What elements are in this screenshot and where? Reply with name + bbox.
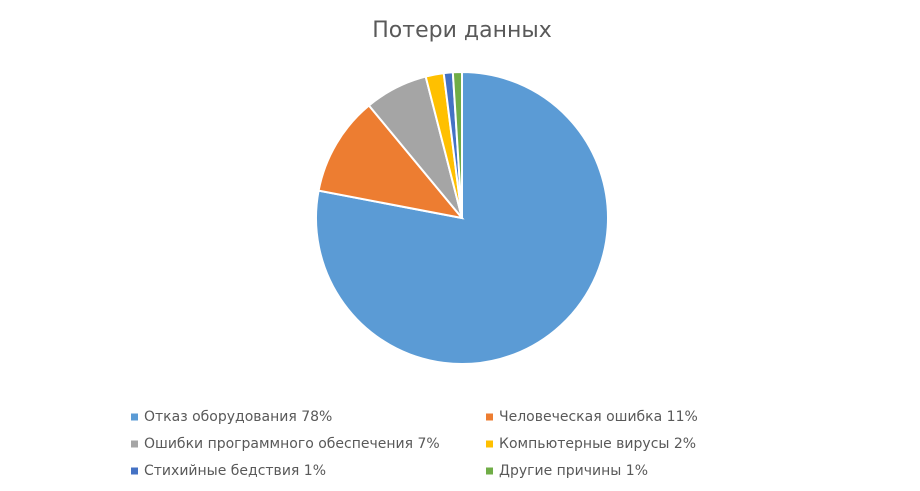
legend-label: Ошибки программного обеспечения 7%	[144, 436, 440, 452]
pie-slice	[451, 70, 463, 219]
legend-marker	[486, 467, 493, 475]
legend-label: Другие причины 1%	[499, 463, 648, 479]
legend-label: Стихийные бедствия 1%	[144, 463, 326, 479]
legend-marker	[131, 467, 138, 475]
legend-label: Человеческая ошибка 11%	[499, 409, 698, 425]
legend-label: Компьютерные вирусы 2%	[499, 436, 696, 452]
legend-marker	[486, 440, 493, 448]
legend-marker	[486, 413, 493, 421]
legend-label: Отказ оборудования 78%	[144, 409, 332, 425]
pie-slice	[317, 104, 465, 220]
legend-marker	[131, 440, 138, 448]
chart-title: Потери данных	[372, 18, 551, 43]
legend-marker	[131, 413, 138, 421]
